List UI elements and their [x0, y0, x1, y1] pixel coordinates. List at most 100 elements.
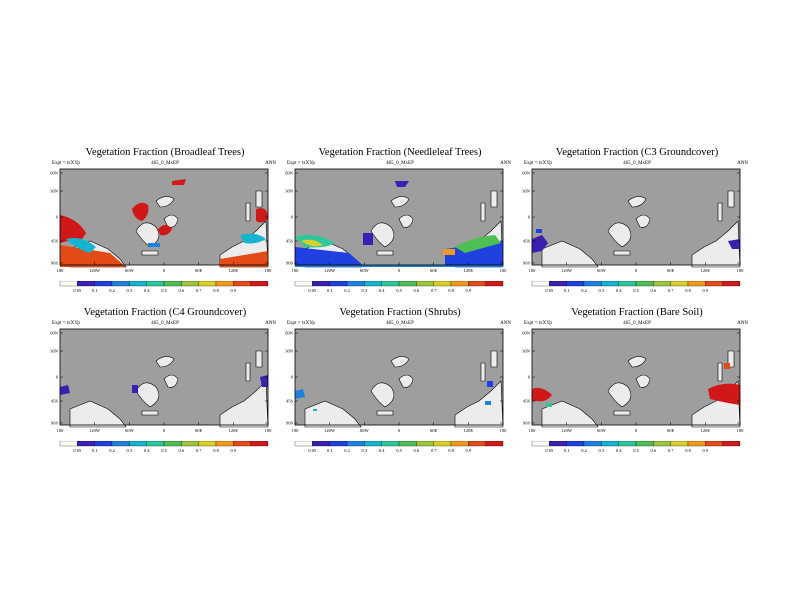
vegetation-fraction-region	[132, 202, 149, 221]
lat-tick-label: 0	[291, 375, 294, 380]
lon-tick-label: 60W	[597, 268, 607, 273]
colorbar-segment	[583, 441, 602, 447]
colorbar-segment	[549, 281, 567, 287]
colorbar-segment	[398, 281, 417, 287]
colorbar-label: 0.9	[466, 448, 472, 453]
colorbar-segment	[111, 441, 130, 447]
colorbar-label: 0.4	[379, 448, 385, 453]
colorbar-segment	[94, 281, 113, 287]
panel-title: Vegetation Fraction (Needleleaf Trees)	[318, 147, 482, 158]
map-area: 60N 30N 0 45S 90S 180 120W 60W 0 60E 120E 180	[285, 168, 507, 273]
lon-tick-label: 60E	[195, 428, 203, 433]
land-outline	[541, 400, 599, 428]
colorbar-label: 0.05	[545, 448, 554, 453]
colorbar-segment	[215, 281, 234, 287]
lon-tick-label: 0	[635, 428, 638, 433]
expt-label: Expt = txXYp	[52, 161, 80, 166]
colorbar-segment	[381, 441, 400, 447]
colorbar: 0.05 0.1 0.2 0.3 0.4 0.5 0.6 0.7 0.8 0.9	[294, 281, 504, 293]
colorbar-segment	[163, 281, 182, 287]
colorbar-label: 0.9	[231, 288, 237, 293]
colorbar-segment	[198, 441, 217, 447]
colorbar-label: 0.4	[379, 288, 385, 293]
panel-title: Vegetation Fraction (Broadleaf Trees)	[85, 147, 245, 158]
colorbar-label: 0.7	[196, 448, 202, 453]
vegetation-fraction-region	[220, 251, 268, 267]
colorbar-label: 0.8	[685, 448, 691, 453]
period-label: ANN	[500, 161, 511, 166]
colorbar-segment	[722, 441, 741, 447]
lon-tick-label: 180	[529, 268, 537, 273]
colorbar-segment	[583, 281, 602, 287]
vegetation-fraction-region	[256, 208, 268, 223]
colorbar-segment	[329, 441, 348, 447]
lat-tick-label: 30N	[522, 189, 531, 194]
lon-tick-label: 60W	[360, 428, 370, 433]
colorbar-segment	[129, 281, 147, 287]
lat-tick-label: 0	[528, 215, 531, 220]
lon-tick-label: 120W	[561, 428, 573, 433]
colorbar-label: 0.2	[581, 448, 587, 453]
colorbar-segment	[705, 441, 723, 447]
vegetation-fraction-region	[485, 401, 491, 405]
colorbar-segment	[146, 281, 165, 287]
lat-tick-label: 60N	[50, 331, 59, 336]
lat-tick-label: 90S	[286, 261, 294, 266]
land-outline	[480, 202, 486, 222]
colorbar-label: 0.3	[127, 448, 133, 453]
colorbar-segment	[312, 441, 330, 447]
vegetation-fraction-region	[260, 375, 268, 387]
period-label: ANN	[265, 161, 276, 166]
lat-tick-label: 90S	[286, 421, 294, 426]
vegetation-fraction-region	[301, 239, 323, 247]
vegetation-fraction-region	[66, 238, 96, 253]
map-plot: 60N 30N 0 45S 90S 180 120W 60W 0 60E 120E 180	[285, 168, 507, 273]
lat-tick-label: 60N	[522, 331, 531, 336]
lon-tick-label: 180	[265, 268, 273, 273]
lat-tick-label: 45S	[286, 239, 294, 244]
lon-tick-label: 120E	[464, 268, 474, 273]
vegetation-fraction-region	[536, 229, 542, 233]
lon-tick-label: 120E	[701, 268, 711, 273]
map-area: 60N 30N 0 45S 90S 180 120W 60W 0 60E 120E 180	[522, 328, 744, 433]
land-outline	[245, 202, 251, 222]
colorbar: 0.05 0.1 0.2 0.3 0.4 0.5 0.6 0.7 0.8 0.9	[294, 441, 504, 453]
colorbar-segment	[566, 441, 585, 447]
panel-c4-groundcover: Vegetation Fraction (C4 Groundcover) Exp…	[50, 307, 280, 457]
lat-tick-label: 90S	[51, 261, 59, 266]
panel-needleleaf-trees: Vegetation Fraction (Needleleaf Trees) E…	[285, 147, 515, 297]
colorbar-segment	[416, 281, 434, 287]
colorbar-segment	[485, 441, 504, 447]
land-outline	[135, 382, 160, 408]
colorbar-label: 0.5	[633, 448, 639, 453]
map-plot: 60N 30N 0 45S 90S 180 120W 60W 0 60E 120E 180	[522, 328, 744, 433]
land-outline	[635, 214, 651, 228]
colorbar-segment	[468, 281, 486, 287]
colorbar-label: 0.2	[109, 288, 115, 293]
lon-tick-label: 120E	[229, 428, 239, 433]
colorbar-label: 0.3	[127, 288, 133, 293]
colorbar-label: 0.4	[616, 448, 622, 453]
expt-label: Expt = txXYp	[287, 321, 315, 326]
land-outline	[398, 374, 414, 388]
colorbar-segment	[450, 281, 469, 287]
colorbar-segment	[635, 441, 654, 447]
lon-tick-label: 180	[265, 428, 273, 433]
run-label: 465_0_MxEP	[386, 161, 414, 166]
colorbar-segment	[687, 281, 706, 287]
land-outline	[376, 410, 394, 416]
period-label: ANN	[737, 161, 748, 166]
vegetation-fraction-region	[148, 243, 160, 247]
lon-tick-label: 120W	[561, 268, 573, 273]
colorbar-segment	[485, 281, 504, 287]
lat-tick-label: 90S	[51, 421, 59, 426]
lon-tick-label: 60E	[195, 268, 203, 273]
panel-title: Vegetation Fraction (C4 Groundcover)	[83, 307, 247, 318]
colorbar-label: 0.8	[213, 448, 219, 453]
colorbar-segment	[450, 441, 469, 447]
lon-tick-label: 120E	[229, 268, 239, 273]
colorbar-segment	[618, 441, 637, 447]
colorbar-segment	[653, 281, 671, 287]
lat-tick-label: 45S	[523, 399, 531, 404]
colorbar-label: 0.3	[362, 288, 368, 293]
